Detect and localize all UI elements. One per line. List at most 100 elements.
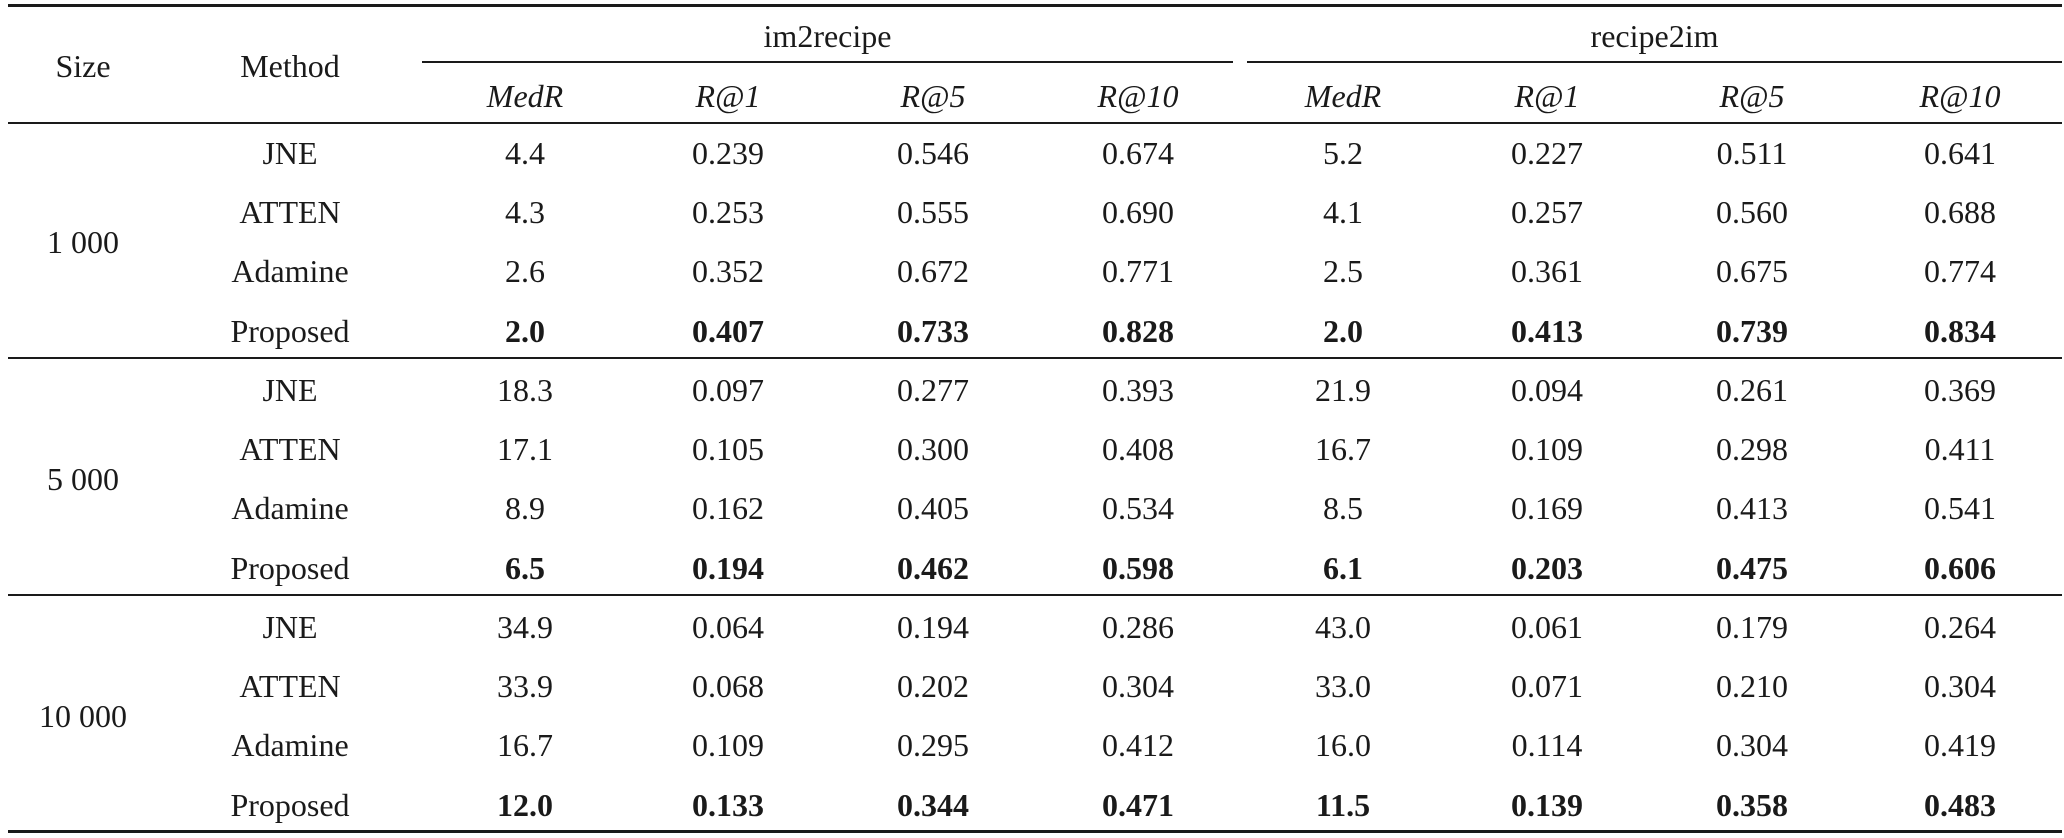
value-cell: 0.179 bbox=[1716, 609, 1788, 645]
value-cell: 0.286 bbox=[1102, 609, 1174, 645]
size-cell: 10 000 bbox=[39, 698, 127, 734]
value-cell: 0.361 bbox=[1511, 253, 1583, 289]
value-cell: 0.560 bbox=[1716, 194, 1788, 230]
value-cell: 0.828 bbox=[1102, 313, 1174, 349]
section-2-bottom-rule bbox=[8, 594, 2062, 596]
recipe2im-group-rule bbox=[1247, 61, 2062, 63]
method-cell: Proposed bbox=[230, 550, 350, 586]
value-cell: 16.7 bbox=[1315, 431, 1371, 467]
value-cell: 0.598 bbox=[1102, 550, 1174, 586]
value-cell: 2.0 bbox=[505, 313, 545, 349]
value-cell: 0.358 bbox=[1716, 787, 1788, 823]
top-rule bbox=[8, 4, 2062, 7]
value-cell: 11.5 bbox=[1315, 787, 1371, 823]
value-cell: 0.210 bbox=[1716, 668, 1788, 704]
value-cell: 0.194 bbox=[692, 550, 764, 586]
method-cell: ATTEN bbox=[239, 431, 341, 467]
value-cell: 0.606 bbox=[1924, 550, 1996, 586]
value-cell: 16.0 bbox=[1315, 727, 1371, 763]
value-cell: 0.298 bbox=[1716, 431, 1788, 467]
value-cell: 0.304 bbox=[1924, 668, 1996, 704]
recipe2im-r-at-1-header: R@1 bbox=[1514, 78, 1580, 114]
value-cell: 18.3 bbox=[497, 372, 553, 408]
value-cell: 17.1 bbox=[497, 431, 553, 467]
value-cell: 0.277 bbox=[897, 372, 969, 408]
value-cell: 0.162 bbox=[692, 490, 764, 526]
value-cell: 0.304 bbox=[1716, 727, 1788, 763]
value-cell: 0.105 bbox=[692, 431, 764, 467]
recipe2im-group-header: recipe2im bbox=[1590, 18, 1719, 54]
value-cell: 0.413 bbox=[1511, 313, 1583, 349]
value-cell: 0.344 bbox=[897, 787, 969, 823]
method-cell: Adamine bbox=[231, 727, 349, 763]
method-cell: JNE bbox=[262, 135, 318, 171]
im2recipe-group-rule bbox=[422, 61, 1233, 63]
method-cell: ATTEN bbox=[239, 194, 341, 230]
value-cell: 0.419 bbox=[1924, 727, 1996, 763]
value-cell: 4.3 bbox=[505, 194, 545, 230]
value-cell: 0.169 bbox=[1511, 490, 1583, 526]
value-cell: 0.253 bbox=[692, 194, 764, 230]
im2recipe-group-header: im2recipe bbox=[763, 18, 892, 54]
value-cell: 0.094 bbox=[1511, 372, 1583, 408]
value-cell: 33.0 bbox=[1315, 668, 1371, 704]
value-cell: 8.5 bbox=[1323, 490, 1363, 526]
value-cell: 0.688 bbox=[1924, 194, 1996, 230]
value-cell: 5.2 bbox=[1323, 135, 1363, 171]
size-cell: 1 000 bbox=[47, 224, 119, 260]
im2recipe-r-at-5-header: R@5 bbox=[900, 78, 966, 114]
value-cell: 0.407 bbox=[692, 313, 764, 349]
method-column-header: Method bbox=[240, 48, 340, 84]
bottom-rule bbox=[8, 830, 2062, 833]
value-cell: 0.239 bbox=[692, 135, 764, 171]
value-cell: 8.9 bbox=[505, 490, 545, 526]
value-cell: 0.202 bbox=[897, 668, 969, 704]
value-cell: 0.261 bbox=[1716, 372, 1788, 408]
recipe2im-medr-header: MedR bbox=[1304, 78, 1382, 114]
value-cell: 2.0 bbox=[1323, 313, 1363, 349]
method-cell: Proposed bbox=[230, 313, 350, 349]
value-cell: 0.133 bbox=[692, 787, 764, 823]
section-1-bottom-rule bbox=[8, 357, 2062, 359]
value-cell: 2.5 bbox=[1323, 253, 1363, 289]
value-cell: 0.774 bbox=[1924, 253, 1996, 289]
value-cell: 0.412 bbox=[1102, 727, 1174, 763]
value-cell: 0.672 bbox=[897, 253, 969, 289]
value-cell: 0.264 bbox=[1924, 609, 1996, 645]
value-cell: 0.227 bbox=[1511, 135, 1583, 171]
value-cell: 0.739 bbox=[1716, 313, 1788, 349]
value-cell: 4.4 bbox=[505, 135, 545, 171]
value-cell: 0.369 bbox=[1924, 372, 1996, 408]
value-cell: 0.064 bbox=[692, 609, 764, 645]
size-cell: 5 000 bbox=[47, 461, 119, 497]
method-cell: JNE bbox=[262, 372, 318, 408]
method-cell: ATTEN bbox=[239, 668, 341, 704]
value-cell: 0.097 bbox=[692, 372, 764, 408]
value-cell: 2.6 bbox=[505, 253, 545, 289]
method-cell: Proposed bbox=[230, 787, 350, 823]
value-cell: 0.471 bbox=[1102, 787, 1174, 823]
value-cell: 0.546 bbox=[897, 135, 969, 171]
size-column-header: Size bbox=[55, 48, 111, 84]
value-cell: 0.541 bbox=[1924, 490, 1996, 526]
header-bottom-rule bbox=[8, 122, 2062, 124]
value-cell: 0.511 bbox=[1716, 135, 1788, 171]
value-cell: 0.771 bbox=[1102, 253, 1174, 289]
value-cell: 0.393 bbox=[1102, 372, 1174, 408]
value-cell: 0.068 bbox=[692, 668, 764, 704]
value-cell: 0.690 bbox=[1102, 194, 1174, 230]
value-cell: 0.408 bbox=[1102, 431, 1174, 467]
value-cell: 0.413 bbox=[1716, 490, 1788, 526]
value-cell: 12.0 bbox=[497, 787, 553, 823]
value-cell: 0.641 bbox=[1924, 135, 1996, 171]
value-cell: 4.1 bbox=[1323, 194, 1363, 230]
value-cell: 0.411 bbox=[1924, 431, 1996, 467]
method-cell: Adamine bbox=[231, 253, 349, 289]
im2recipe-r-at-1-header: R@1 bbox=[695, 78, 761, 114]
method-cell: Adamine bbox=[231, 490, 349, 526]
value-cell: 0.194 bbox=[897, 609, 969, 645]
value-cell: 16.7 bbox=[497, 727, 553, 763]
value-cell: 0.483 bbox=[1924, 787, 1996, 823]
value-cell: 0.534 bbox=[1102, 490, 1174, 526]
